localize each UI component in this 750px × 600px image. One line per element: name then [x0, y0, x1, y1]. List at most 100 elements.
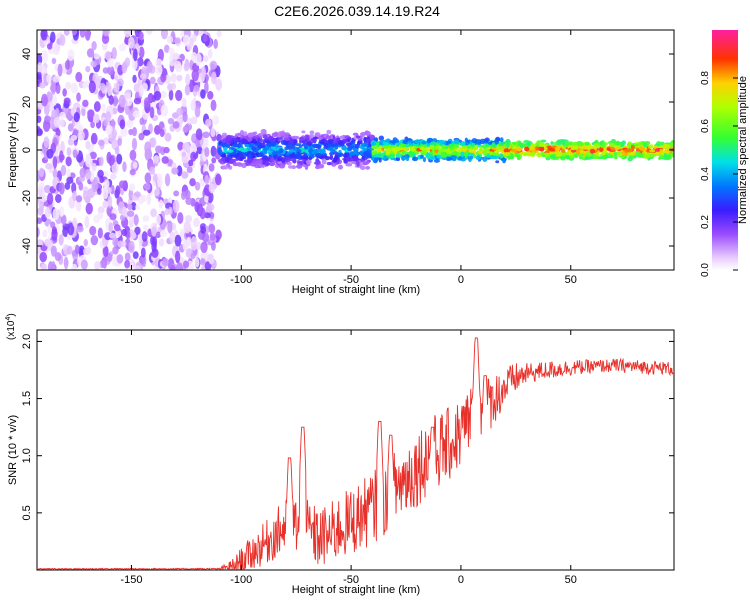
spectrogram-cell	[232, 143, 239, 148]
spectrogram-cell	[602, 155, 606, 160]
spectrogram-cell	[287, 165, 295, 169]
spectrogram-cell	[107, 195, 113, 208]
spectrogram-cell	[305, 159, 312, 165]
spectrogram-cell	[411, 148, 415, 152]
spectrogram-cell	[129, 231, 137, 240]
spectrogram-cell	[322, 155, 328, 159]
colorbar-ticks: 0.0 0.2 0.4 0.6 0.8	[700, 71, 738, 277]
spectrogram-cell	[401, 156, 408, 160]
spectrogram-cell	[103, 119, 108, 127]
spectrogram-cell	[275, 137, 279, 142]
spectrogram-cell	[196, 203, 204, 217]
spectrogram-cell	[318, 136, 322, 141]
spectrogram-cell	[193, 217, 200, 228]
spectrogram-cell	[579, 150, 586, 154]
spectrogram-cell	[643, 153, 650, 159]
spectrogram-cell	[198, 30, 204, 37]
spectrogram-cell	[233, 137, 238, 142]
spectrogram-cell	[402, 140, 407, 145]
spectrogram-cell	[142, 224, 149, 232]
spectrogram-cell	[132, 74, 137, 83]
spectrogram-cell	[247, 132, 255, 138]
spectrogram-cell	[97, 169, 104, 179]
spectrogram-cell	[90, 132, 98, 145]
spectrogram-cell	[132, 110, 140, 119]
spectrogram-cell	[451, 150, 459, 157]
spectrogram-cell	[43, 184, 52, 194]
spectrogram-cell	[239, 156, 247, 160]
spectrogram-cell	[38, 167, 45, 178]
spectrogram-cell	[143, 182, 151, 191]
spectrogram-cell	[608, 152, 613, 156]
spectrogram-cell	[468, 157, 472, 163]
spectrogram-cell	[556, 139, 563, 144]
spectrogram-cell	[240, 148, 245, 153]
spectrogram-cell	[37, 115, 42, 123]
spectrogram-cell	[124, 37, 129, 45]
spectrogram-cell	[66, 176, 74, 184]
spectrogram-cell	[125, 119, 134, 128]
spectrogram-cell	[182, 260, 190, 269]
spectrogram-cell	[236, 162, 243, 167]
spectrogram-cell	[54, 107, 60, 121]
spectrogram-cell	[290, 143, 294, 147]
spectrogram-cell	[107, 65, 115, 76]
snr-x-ticks: -150 -100 -50 0 50	[120, 330, 577, 586]
spectrogram-cell	[145, 30, 153, 35]
spectrogram-cell	[267, 149, 273, 155]
spectrogram-cell	[423, 149, 427, 155]
spectrogram-cell	[189, 178, 196, 187]
spectrogram-cell	[149, 76, 156, 85]
spectrogram-cell	[159, 230, 168, 238]
spectrogram-cell	[113, 224, 121, 232]
spectrogram-cell	[627, 156, 633, 162]
spectrogram-cell	[189, 142, 197, 155]
spectrogram-cell	[112, 95, 118, 107]
spectrogram-cell	[153, 154, 160, 164]
spectrogram-cell	[54, 193, 62, 203]
spectrogram-cell	[309, 130, 315, 135]
spectrogram-cell	[308, 147, 314, 154]
spectrogram-cell	[584, 156, 591, 160]
spectrogram-cell	[332, 157, 337, 163]
spectrogram-cell	[176, 262, 183, 270]
spectrogram-cell	[88, 80, 96, 94]
spectrogram-cell	[365, 165, 371, 170]
spectrogram-cell	[153, 173, 158, 182]
spectrogram-cell	[164, 173, 171, 187]
spectrogram-cell	[208, 163, 215, 172]
spectrogram-cell	[167, 220, 173, 234]
spectrogram-cell	[45, 162, 53, 170]
spectrogram-cell	[194, 257, 200, 268]
spectrogram-cell	[200, 225, 207, 234]
spectrogram-cell	[292, 159, 297, 163]
spectrogram-cell	[90, 121, 95, 129]
spectrogram-cell	[325, 135, 332, 140]
spectrogram-cell	[262, 134, 268, 139]
spectrogram-cell	[70, 82, 79, 94]
spectrogram-y-label: Frequency (Hz)	[7, 112, 19, 188]
spectrogram-cell	[649, 153, 657, 157]
spectrogram-cell	[182, 126, 189, 133]
spectrogram-cell	[149, 166, 156, 175]
spectrogram-cell	[259, 138, 263, 143]
spectrogram-cell	[96, 187, 102, 195]
spectrogram-cell	[46, 192, 54, 205]
spectrogram-cell	[161, 156, 169, 164]
snr-x-tick-label: -100	[230, 574, 252, 586]
spectrogram-cell	[170, 265, 176, 270]
spectrogram-cell	[479, 147, 483, 152]
spectrogram-cell	[573, 145, 579, 151]
spectrogram-cell	[278, 148, 284, 154]
spectrogram-cell	[93, 101, 101, 113]
spectrogram-cell	[46, 43, 53, 50]
spectrogram-cell	[87, 109, 95, 118]
spectrogram-cell	[143, 97, 150, 108]
spectrogram-cell	[207, 90, 214, 100]
spectrogram-cell	[401, 151, 409, 155]
spectrogram-cell	[158, 199, 164, 209]
spectrogram-cell	[37, 238, 43, 248]
spectrogram-cell	[208, 182, 216, 194]
spectrogram-cell	[354, 150, 359, 154]
spectrogram-cell	[85, 65, 91, 73]
